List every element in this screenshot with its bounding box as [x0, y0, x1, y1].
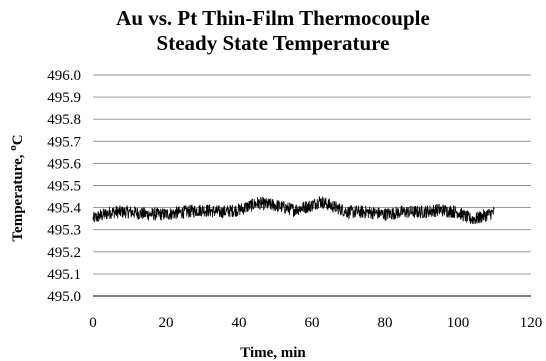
x-tick-label: 120	[520, 315, 543, 331]
chart-title-line2: Steady State Temperature	[156, 31, 390, 55]
y-tick-label: 495.9	[47, 90, 81, 106]
y-tick-labels: 495.0 495.1 495.2 495.3 495.4 495.5 495.6 495.7…	[47, 68, 81, 305]
x-tick-label: 80	[378, 315, 393, 331]
x-tick-label: 0	[89, 315, 97, 331]
y-axis-title: Temperature, oC	[7, 134, 26, 241]
gridlines	[93, 74, 531, 297]
chart-title-line1: Au vs. Pt Thin-Film Thermocouple	[116, 6, 430, 30]
y-axis-title-main: Temperature,	[10, 151, 26, 242]
y-tick-label: 495.4	[47, 201, 81, 217]
y-tick-label: 495.8	[47, 112, 81, 128]
y-tick-label: 496.0	[47, 68, 81, 84]
y-axis-title-degree: o	[7, 145, 19, 151]
y-tick-label: 495.3	[47, 223, 81, 239]
y-tick-label: 495.5	[47, 179, 81, 195]
temperature-series-line	[92, 196, 495, 225]
y-tick-label: 495.2	[47, 245, 81, 261]
y-tick-label: 495.7	[47, 134, 81, 150]
y-axis-title-unit: C	[10, 134, 26, 145]
x-tick-labels: 0 20 40 60 80 100 120	[89, 315, 542, 331]
y-tick-label: 495.6	[47, 156, 81, 172]
x-axis-title: Time, min	[240, 345, 306, 361]
x-tick-label: 20	[159, 315, 174, 331]
x-tick-label: 100	[447, 315, 470, 331]
y-tick-label: 495.1	[47, 267, 81, 283]
x-tick-label: 60	[305, 315, 320, 331]
x-tick-label: 40	[232, 315, 247, 331]
y-tick-label: 495.0	[47, 289, 81, 305]
